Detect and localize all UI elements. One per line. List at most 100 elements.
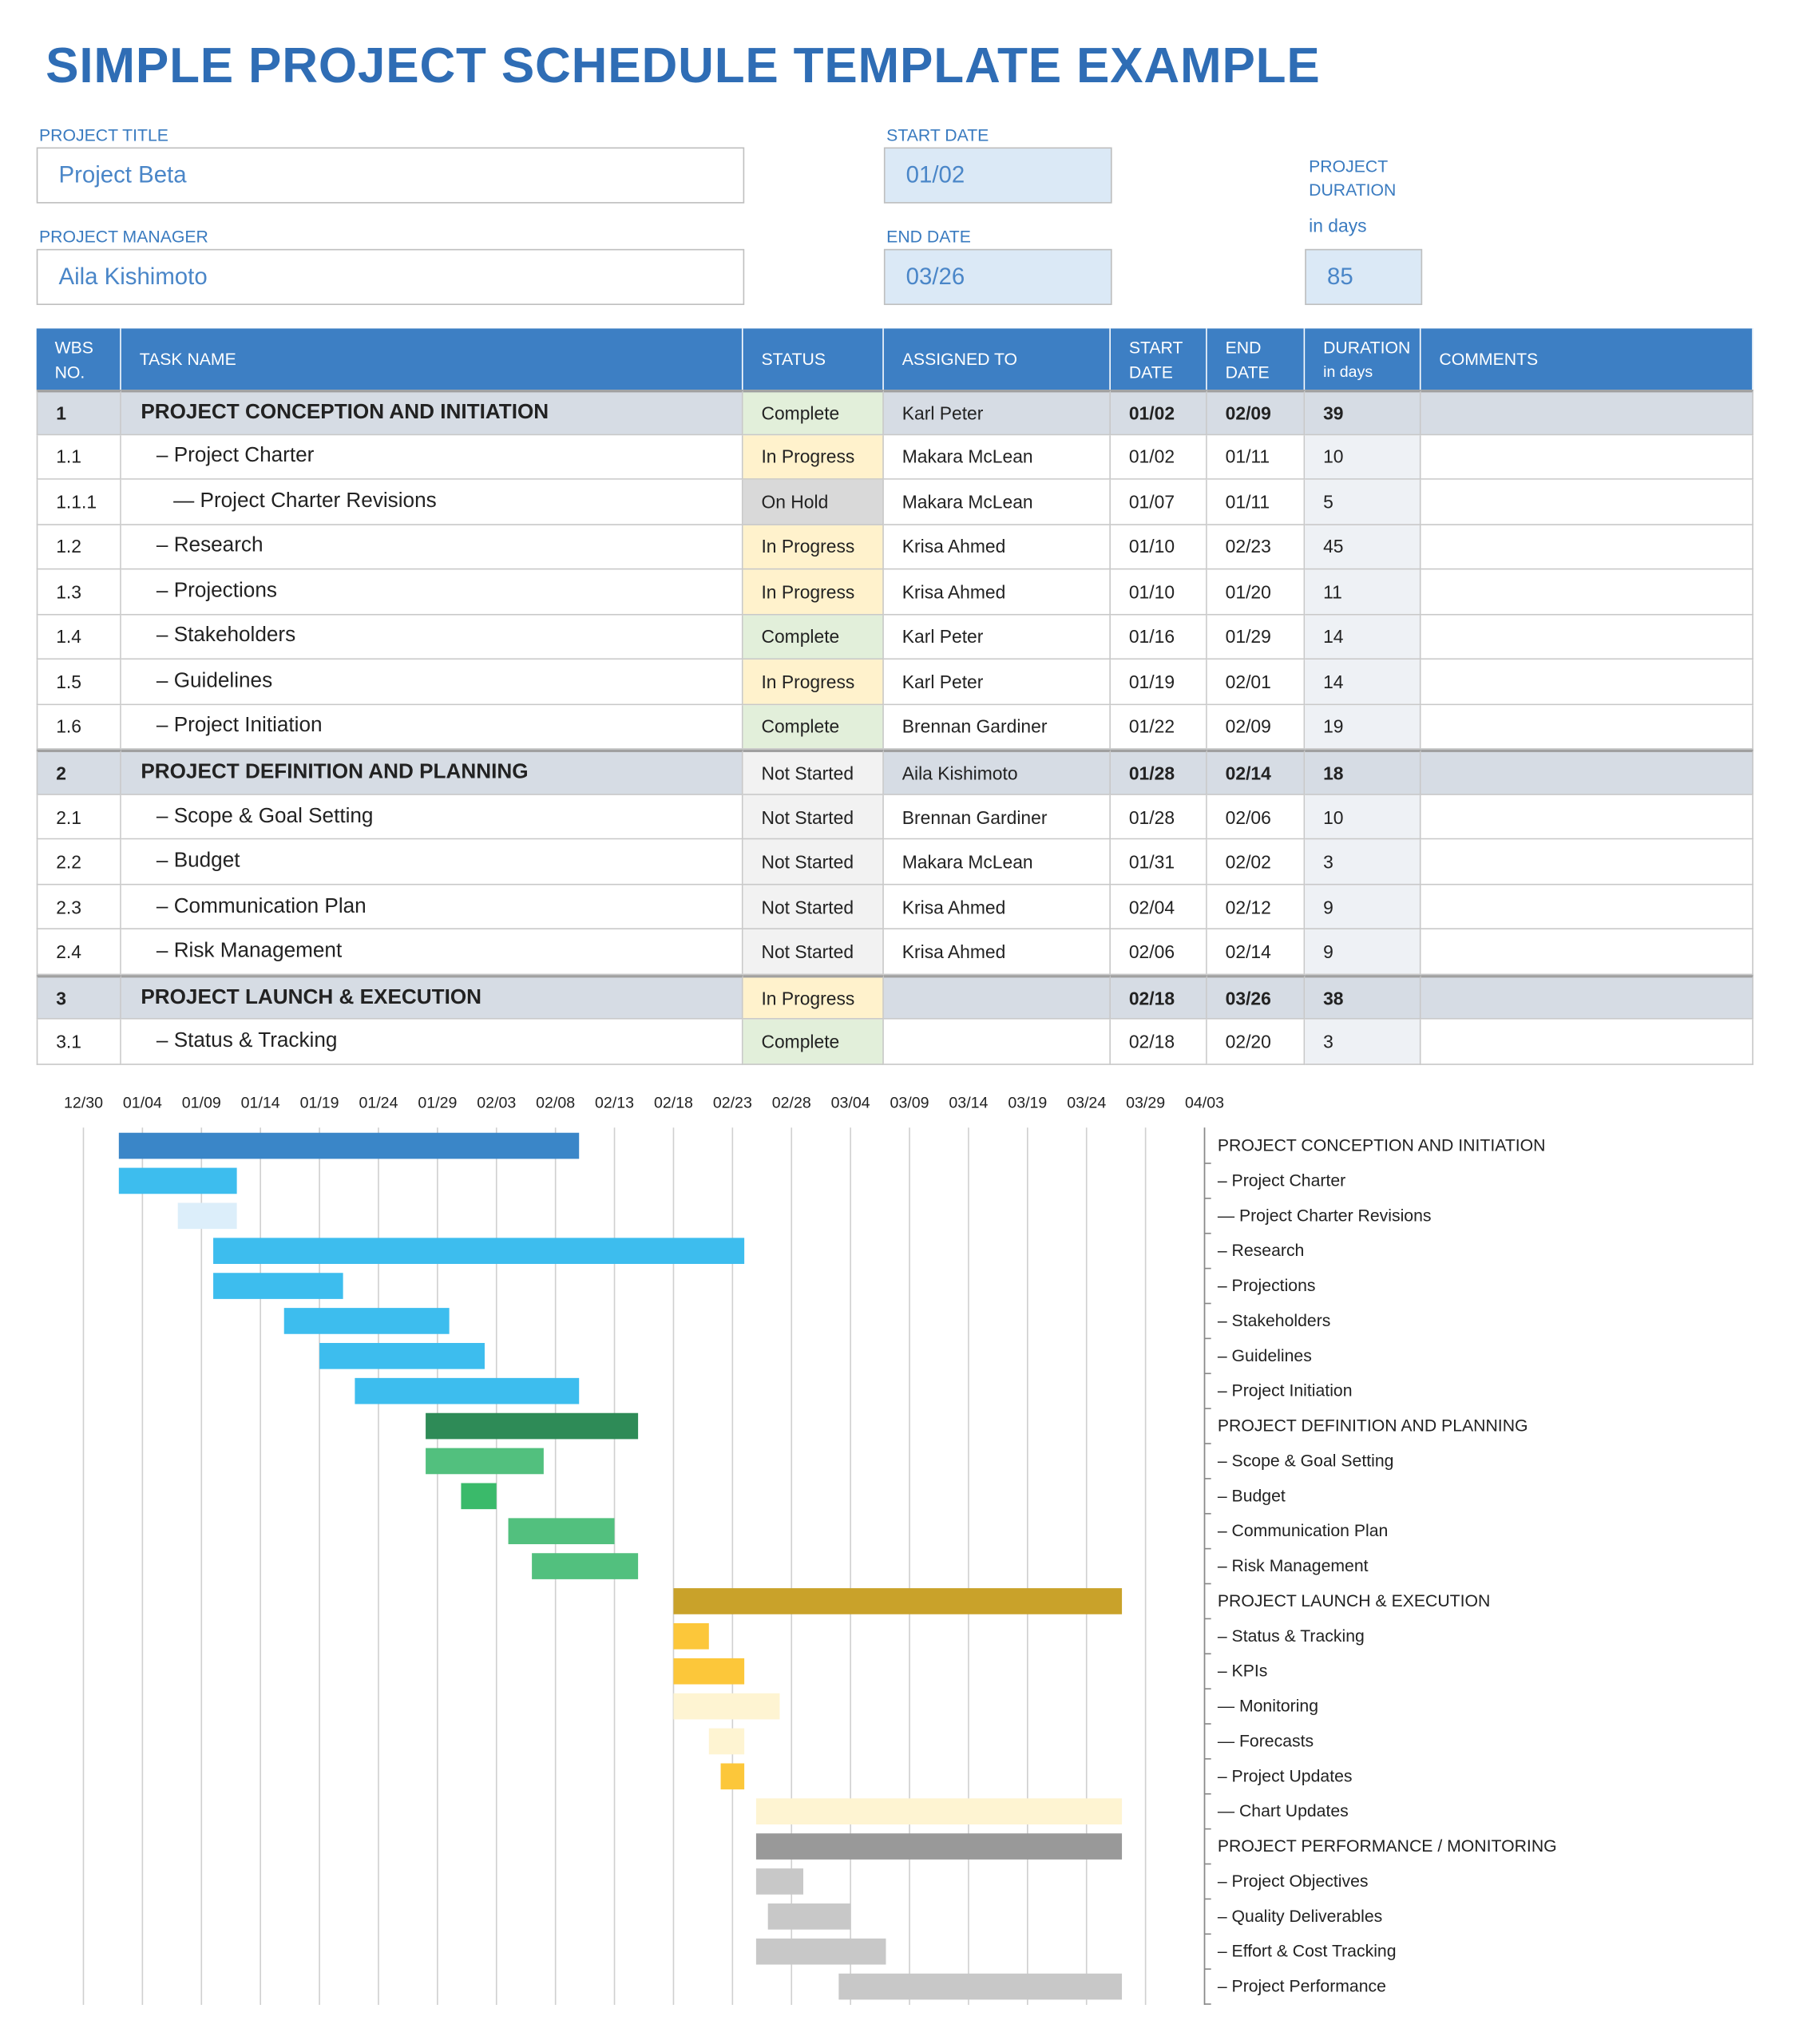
- table-cell: 1.5: [36, 660, 121, 705]
- column-header: START DATE: [1110, 328, 1207, 390]
- field-value: 85: [1305, 248, 1423, 306]
- table-cell: 45: [1305, 525, 1421, 570]
- column-header: TASK NAME: [121, 328, 743, 390]
- x-tick-label: 02/13: [595, 1095, 634, 1112]
- empty-cell: [1421, 885, 1753, 930]
- table-cell: 2.2: [36, 839, 121, 885]
- gantt-bar: [755, 1938, 886, 1965]
- table-cell: 01/29: [1207, 615, 1306, 660]
- table-cell: 01/10: [1110, 569, 1207, 616]
- x-tick-label: 03/19: [1008, 1095, 1047, 1112]
- task-label: — Monitoring: [1218, 1697, 1318, 1716]
- x-tick-label: 02/23: [713, 1095, 752, 1112]
- table-cell: 2.4: [36, 929, 121, 976]
- page-title: SIMPLE PROJECT SCHEDULE TEMPLATE EXAMPLE: [46, 38, 1321, 94]
- task-label: – Quality Deliverables: [1218, 1907, 1382, 1926]
- table-cell: 01/02: [1110, 390, 1207, 435]
- table-cell: 10: [1305, 434, 1421, 480]
- task-label: — Forecasts: [1218, 1732, 1314, 1750]
- gantt-bar: [532, 1553, 639, 1579]
- table-cell: 1: [36, 390, 121, 435]
- table-cell: Krisa Ahmed: [883, 525, 1111, 570]
- header-text: DURATION: [1323, 337, 1411, 357]
- table-cell: 02/23: [1207, 525, 1306, 570]
- table-cell: Complete: [743, 615, 884, 660]
- column-header: END DATE: [1207, 328, 1306, 390]
- field-label: PROJECT MANAGER: [38, 227, 208, 247]
- table-cell: On Hold: [743, 479, 884, 525]
- gantt-bar: [673, 1658, 745, 1685]
- table-cell: Not Started: [743, 750, 884, 795]
- table-cell: – Research: [121, 525, 743, 570]
- x-tick-label: 02/28: [772, 1095, 811, 1112]
- table-cell: 1.4: [36, 615, 121, 660]
- task-label: – KPIs: [1218, 1662, 1268, 1681]
- table-cell: In Progress: [743, 660, 884, 705]
- field-label: END DATE: [886, 227, 971, 247]
- task-label: – Effort & Cost Tracking: [1218, 1943, 1397, 1961]
- table-cell: In Progress: [743, 975, 884, 1020]
- table-cell: Not Started: [743, 885, 884, 930]
- x-tick-label: 01/09: [182, 1095, 221, 1112]
- table-cell: – Project Charter: [121, 434, 743, 480]
- x-tick-label: 01/19: [300, 1095, 339, 1112]
- task-label: – Guidelines: [1218, 1347, 1312, 1365]
- table-cell: Brennan Gardiner: [883, 704, 1111, 751]
- x-tick-label: 03/14: [949, 1095, 988, 1112]
- task-label: – Project Performance: [1218, 1978, 1386, 1996]
- header-unit: in days: [1323, 362, 1373, 380]
- column-header: DURATION in days: [1305, 328, 1421, 390]
- table-cell: Makara McLean: [883, 434, 1111, 480]
- empty-cell: [1421, 479, 1753, 525]
- task-label: PROJECT DEFINITION AND PLANNING: [1218, 1417, 1528, 1436]
- table-cell: 9: [1305, 885, 1421, 930]
- table-cell: 02/14: [1207, 929, 1306, 976]
- x-tick-label: 12/30: [64, 1095, 103, 1112]
- table-cell: 01/11: [1207, 479, 1306, 525]
- gantt-bar: [461, 1483, 497, 1510]
- x-tick-label: 04/03: [1185, 1095, 1224, 1112]
- gantt-bar: [508, 1518, 615, 1545]
- x-tick-label: 03/04: [831, 1095, 870, 1112]
- gantt-bar: [319, 1342, 485, 1369]
- table-cell: 1.1.1: [36, 479, 121, 525]
- x-tick-label: 01/24: [359, 1095, 398, 1112]
- table-cell: – Communication Plan: [121, 885, 743, 930]
- gantt-bar: [118, 1167, 237, 1194]
- table-cell: 02/04: [1110, 885, 1207, 930]
- table-cell: – Scope & Goal Setting: [121, 794, 743, 840]
- empty-cell: [1421, 750, 1753, 795]
- empty-cell: [1421, 1020, 1753, 1065]
- field-unit: in days: [1309, 215, 1367, 236]
- task-label: – Project Objectives: [1218, 1872, 1369, 1891]
- table-cell: 02/09: [1207, 704, 1306, 751]
- table-cell: 2.3: [36, 885, 121, 930]
- table-cell: Krisa Ahmed: [883, 569, 1111, 616]
- table-cell: In Progress: [743, 569, 884, 616]
- table-cell: Karl Peter: [883, 660, 1111, 705]
- table-cell: 01/20: [1207, 569, 1306, 616]
- table-cell: 3: [36, 975, 121, 1020]
- table-cell: 02/18: [1110, 975, 1207, 1020]
- empty-cell: [883, 1020, 1111, 1065]
- x-tick-label: 02/18: [654, 1095, 693, 1112]
- gantt-chart: 12/30 01/04 01/09 01/14 01/19 01/24 01/29 02/03…: [64, 1095, 1557, 2005]
- field-value: 01/02: [883, 147, 1112, 204]
- table-cell: Not Started: [743, 839, 884, 885]
- task-label: – Project Initiation: [1218, 1382, 1353, 1400]
- table-cell: 03/26: [1207, 975, 1306, 1020]
- table-cell: 11: [1305, 569, 1421, 616]
- table-cell: 01/02: [1110, 434, 1207, 480]
- table-cell: 2: [36, 750, 121, 795]
- column-header: ASSIGNED TO: [883, 328, 1111, 390]
- table-cell: 02/06: [1207, 794, 1306, 840]
- task-label: – Project Charter: [1218, 1171, 1345, 1190]
- table-cell: Brennan Gardiner: [883, 794, 1111, 840]
- table-cell: Krisa Ahmed: [883, 885, 1111, 930]
- table-cell: 01/28: [1110, 794, 1207, 840]
- gantt-bar: [755, 1868, 804, 1895]
- table-cell: 02/14: [1207, 750, 1306, 795]
- task-label: PROJECT CONCEPTION AND INITIATION: [1218, 1137, 1546, 1155]
- table-cell: PROJECT CONCEPTION AND INITIATION: [121, 390, 743, 435]
